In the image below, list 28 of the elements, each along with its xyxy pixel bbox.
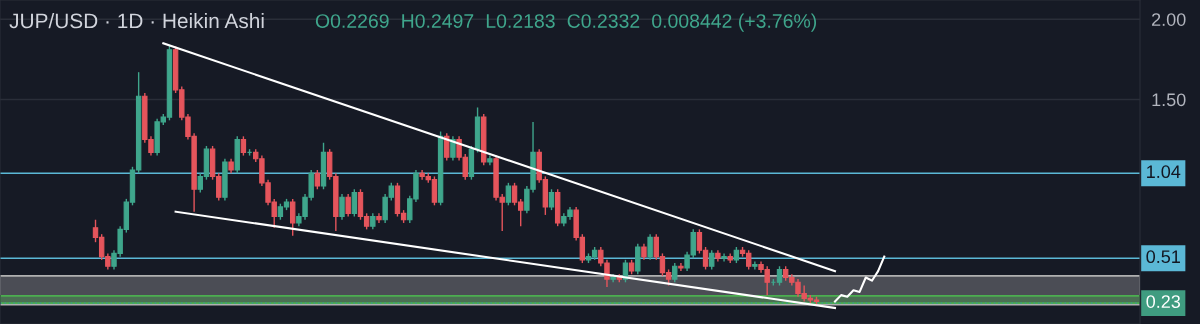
candlestick bbox=[752, 260, 758, 271]
candlestick bbox=[351, 188, 358, 218]
y-tick-label: 2.00 bbox=[1152, 13, 1186, 26]
ref-line-label: 1.04 bbox=[1147, 165, 1181, 179]
candlestick bbox=[339, 193, 345, 221]
candlestick bbox=[709, 249, 715, 271]
chart-title: JUP/USD · 1D · Heikin Ashi bbox=[9, 12, 264, 29]
y-tick-label: 1.50 bbox=[1152, 93, 1186, 107]
candlestick bbox=[672, 262, 678, 283]
candlestick bbox=[314, 169, 321, 190]
annotation: 0.008442 (+3.76%) bbox=[652, 13, 817, 32]
candlestick bbox=[444, 132, 450, 162]
annotation: O0.2269 bbox=[315, 14, 389, 28]
annotation: H0.2497 bbox=[402, 14, 474, 28]
line-series bbox=[833, 255, 886, 303]
candlestick bbox=[678, 262, 684, 272]
candlestick bbox=[376, 212, 382, 224]
candlestick bbox=[505, 182, 512, 207]
annotation: L0.2183 bbox=[486, 14, 555, 28]
ref-line-label: 0.23 bbox=[1146, 295, 1181, 308]
candlestick bbox=[548, 188, 555, 211]
candlestick bbox=[289, 198, 296, 237]
candlestick bbox=[345, 193, 351, 218]
candlestick bbox=[240, 135, 247, 157]
ref-line-label: 0.51 bbox=[1146, 250, 1180, 264]
annotation: C0.2332 bbox=[567, 14, 640, 28]
candlestick bbox=[647, 233, 653, 261]
candlestick bbox=[721, 252, 727, 263]
